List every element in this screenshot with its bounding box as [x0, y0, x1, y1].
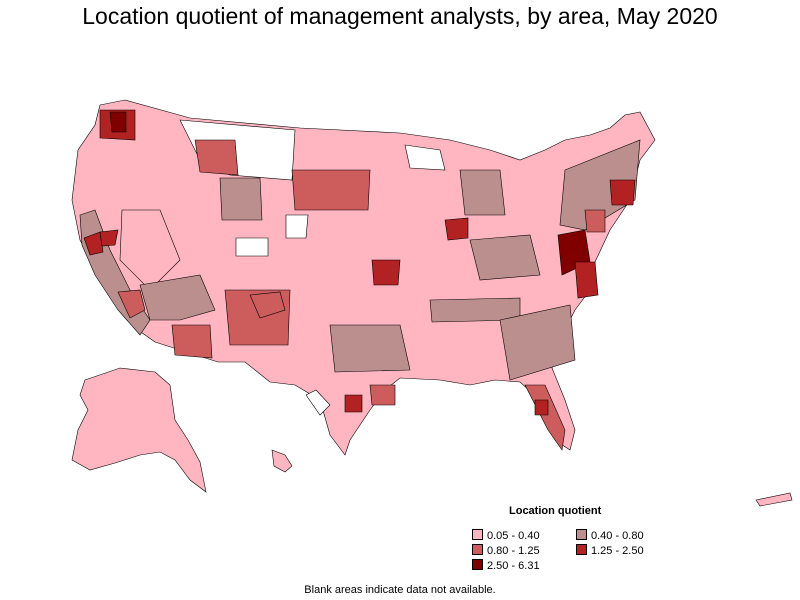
region-kansas-city [371, 259, 401, 286]
legend-swatch-5 [472, 559, 483, 570]
legend-swatch-3 [472, 544, 483, 555]
legend-label-1: 0.05 - 0.40 [487, 530, 540, 542]
region-michigan-area [459, 169, 506, 216]
legend-label-5: 2.50 - 6.31 [487, 560, 540, 572]
region-montana-blank [179, 119, 296, 181]
region-nebraska-blank [285, 214, 309, 239]
region-colorado-blank [235, 237, 269, 257]
region-west-texas-blank [305, 389, 331, 416]
region-boston [609, 179, 636, 206]
footnote: Blank areas indicate data not available. [304, 584, 496, 596]
region-houston [369, 384, 396, 406]
map-title: Location quotient of management analysts… [82, 3, 718, 29]
region-socal [117, 289, 146, 319]
region-arizona-central [139, 274, 216, 321]
region-seattle [109, 111, 127, 133]
region-north-dakota [291, 169, 371, 211]
legend-label-2: 0.40 - 0.80 [591, 530, 644, 542]
legend-item-5: 2.50 - 6.31 [472, 559, 540, 573]
region-oklahoma [249, 291, 286, 319]
legend-swatch-1 [472, 529, 483, 540]
legend-swatch-4 [576, 544, 587, 555]
region-chicago [444, 217, 469, 241]
legend-label-3: 0.80 - 1.25 [487, 545, 540, 557]
region-arizona-south [171, 324, 213, 359]
region-northern-mn-blank [404, 144, 446, 171]
legend-item-3: 0.80 - 1.25 [472, 544, 540, 558]
region-texas-east [329, 324, 411, 373]
region-austin [344, 394, 363, 413]
region-sacramento [99, 229, 119, 247]
region-bay-area [83, 231, 104, 256]
region-georgia-carolinas [499, 304, 576, 381]
region-northeast [559, 139, 641, 231]
region-puerto-rico [755, 492, 793, 507]
region-idaho-montana [194, 139, 239, 176]
region-florida-tampa [534, 399, 549, 416]
legend-item-1: 0.05 - 0.40 [472, 529, 540, 543]
region-alaska [71, 367, 207, 493]
region-nyc-nj [584, 209, 606, 233]
region-ohio-valley [469, 234, 541, 281]
legend-item-4: 1.25 - 2.50 [576, 544, 644, 558]
region-wyoming [219, 177, 263, 221]
region-nevada-south [119, 209, 181, 291]
legend-swatch-2 [576, 529, 587, 540]
map-regions [71, 99, 793, 507]
region-virginia-south [574, 261, 599, 299]
legend-label-4: 1.25 - 2.50 [591, 545, 644, 557]
legend-item-2: 0.40 - 0.80 [576, 529, 644, 543]
region-hawaii [271, 449, 293, 473]
legend-title: Location quotient [509, 505, 602, 517]
